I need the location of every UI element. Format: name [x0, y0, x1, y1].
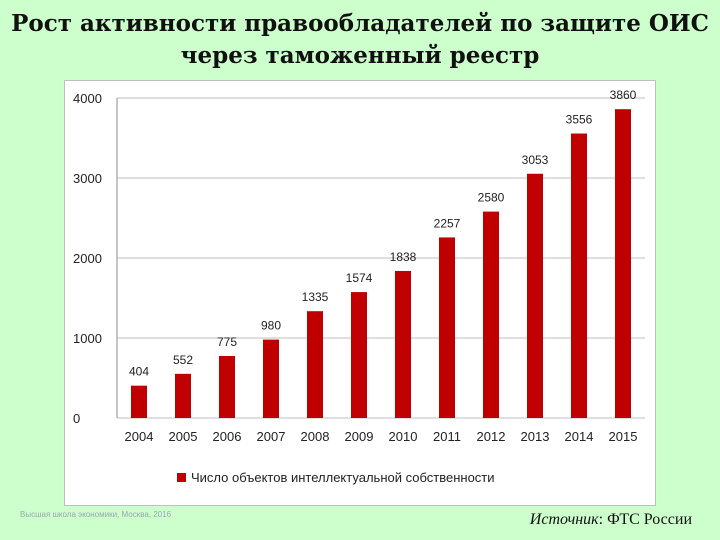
data-label-2010: 1838: [390, 250, 417, 264]
bar-2008: [307, 311, 323, 418]
data-label-2011: 2257: [434, 216, 461, 230]
x-tick-label-2005: 2005: [169, 429, 198, 444]
y-tick-label: 2000: [73, 251, 102, 266]
data-label-2015: 3860: [610, 88, 637, 102]
x-tick-label-2012: 2012: [477, 429, 506, 444]
bar-2005: [175, 373, 191, 418]
bar-2013: [527, 173, 543, 418]
bar-2014: [571, 133, 587, 418]
slide-title-line-2: через таможенный реестр: [180, 42, 540, 69]
source-value: : ФТС России: [598, 511, 692, 528]
x-tick-label-2014: 2014: [565, 429, 594, 444]
x-tick-label-2007: 2007: [257, 429, 286, 444]
data-label-2012: 2580: [478, 191, 505, 205]
data-label-2014: 3556: [566, 113, 593, 127]
data-label-2013: 3053: [522, 153, 549, 167]
footer-watermark: Высшая школа экономики, Москва, 2016: [20, 510, 172, 519]
x-tick-label-2006: 2006: [213, 429, 242, 444]
data-label-2009: 1574: [346, 271, 373, 285]
data-label-2004: 404: [129, 365, 149, 379]
data-label-2008: 1335: [302, 290, 329, 304]
data-label-2005: 552: [173, 353, 193, 367]
slide-title-line-1: Рост активности правообладателей по защи…: [11, 10, 709, 37]
bar-chart: 0 1000 2000 3000 4000 404 2004 552 2005 775 2006 98…: [73, 88, 645, 485]
y-tick-label: 3000: [73, 171, 102, 186]
x-tick-label-2013: 2013: [521, 429, 550, 444]
bar-2011: [439, 237, 455, 418]
slide-title: Рост активности правообладателей по защи…: [0, 8, 720, 72]
bar-2009: [351, 292, 367, 418]
x-tick-label-2010: 2010: [389, 429, 418, 444]
x-tick-label-2004: 2004: [125, 429, 154, 444]
bar-2006: [219, 356, 235, 418]
y-tick-label: 1000: [73, 331, 102, 346]
x-tick-label-2011: 2011: [433, 429, 461, 444]
bar-2015: [615, 109, 631, 418]
x-tick-label-2009: 2009: [345, 429, 374, 444]
y-tick-label: 0: [73, 411, 80, 426]
bar-2010: [395, 270, 411, 418]
x-tick-label-2015: 2015: [609, 429, 638, 444]
bar-2007: [263, 339, 279, 418]
legend-swatch: [177, 473, 186, 482]
bar-2012: [483, 211, 499, 418]
chart-panel: 0 1000 2000 3000 4000 404 2004 552 2005 775 2006 98…: [64, 80, 656, 506]
source-line: Источник: ФТС России: [530, 511, 692, 529]
data-label-2006: 775: [217, 335, 237, 349]
data-label-2007: 980: [261, 319, 281, 333]
x-tick-label-2008: 2008: [301, 429, 330, 444]
y-tick-label: 4000: [73, 91, 102, 106]
legend-label: Число объектов интеллектуальной собствен…: [191, 470, 495, 485]
bar-2004: [131, 385, 147, 418]
source-label: Источник: [529, 511, 599, 528]
